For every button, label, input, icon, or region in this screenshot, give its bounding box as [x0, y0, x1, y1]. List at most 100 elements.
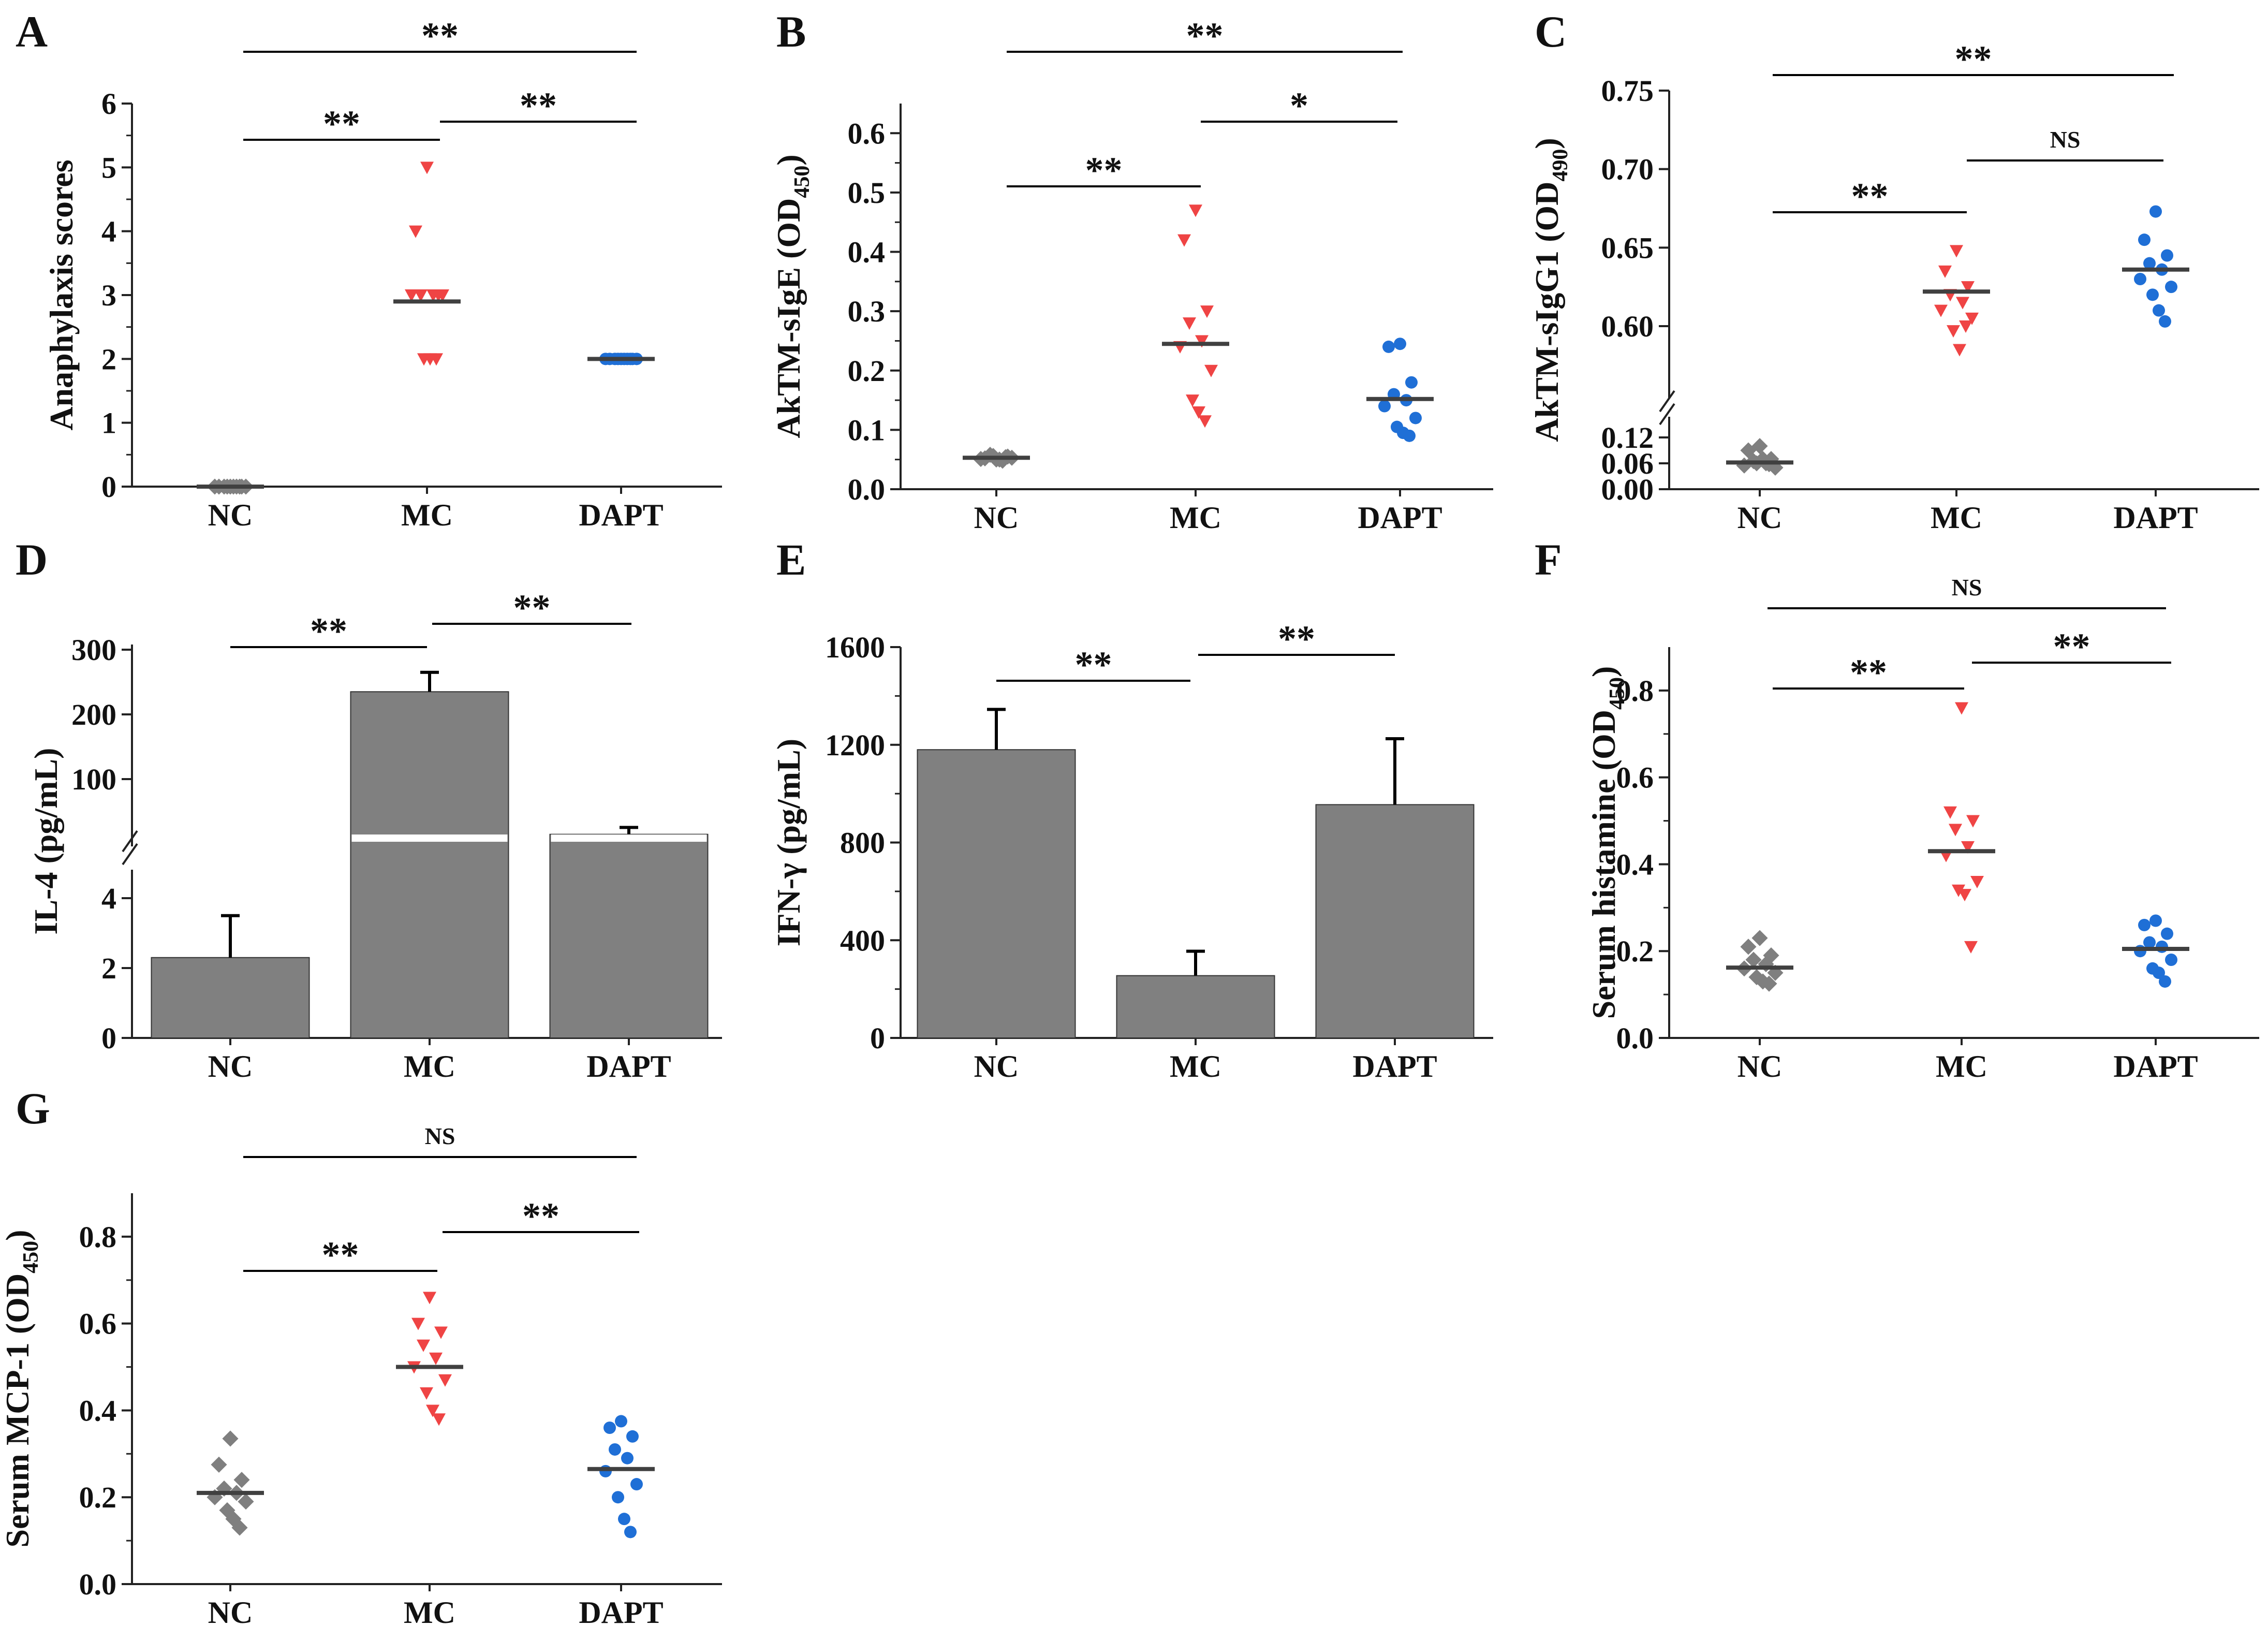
- panel-g-y-label: Serum MCP-1 (OD450): [0, 1230, 43, 1548]
- panel-g-y-tick-label: 0.2: [79, 1481, 117, 1514]
- panel-b-x-tick-label: DAPT: [1358, 501, 1442, 535]
- panel-f-significance-label: NS: [1952, 574, 1982, 601]
- panel-e-bar: [1116, 975, 1275, 1038]
- panel-e-x-tick-label: NC: [974, 1049, 1019, 1083]
- panel-b-point-dapt: [1394, 338, 1406, 350]
- panel-a-point-mc: [436, 289, 449, 302]
- panel-b-y-tick-label: 0.4: [848, 236, 886, 269]
- panel-c-x-tick-label: DAPT: [2113, 501, 2198, 535]
- panel-g-y-tick-label: 0.0: [79, 1568, 117, 1601]
- panel-f-y-tick-label: 0.8: [1616, 674, 1654, 708]
- panel-g-point-nc: [231, 1519, 248, 1536]
- panel-f-point-dapt: [2138, 918, 2151, 931]
- panel-b-point-mc: [1183, 317, 1196, 330]
- panel-e-bar: [917, 749, 1076, 1038]
- panel-c-label: C: [1535, 7, 1567, 56]
- panel-b-point-mc: [1192, 406, 1205, 419]
- panel-g-point-nc: [238, 1493, 254, 1510]
- panel-d-y-tick-label: 200: [71, 698, 116, 731]
- panel-b-label: B: [776, 7, 806, 56]
- panel-e-label: E: [776, 535, 806, 584]
- panel-c-point-mc: [1938, 265, 1952, 278]
- panel-f-point-mc: [1966, 815, 1980, 828]
- panel-a-y-tick-label: 1: [101, 406, 116, 440]
- panel-g-y-tick-label: 0.8: [79, 1220, 117, 1254]
- panel-d-significance-label: **: [310, 610, 347, 652]
- panel-b-point-mc: [1195, 335, 1209, 348]
- panel-g-significance-label: NS: [425, 1123, 455, 1149]
- panel-c-x-tick-label: MC: [1931, 501, 1982, 535]
- panel-f-y-tick-label: 0.0: [1616, 1021, 1654, 1055]
- panel-g-point-dapt: [615, 1415, 627, 1428]
- panel-e-y-label: IFN-γ (pg/mL): [770, 739, 807, 946]
- panel-b-y-tick-label: 0.5: [848, 176, 886, 210]
- panel-f-x-tick-label: DAPT: [2113, 1049, 2198, 1083]
- panel-b-point-mc: [1198, 415, 1212, 428]
- panel-e-bar: [1315, 804, 1475, 1038]
- panel-f-x-tick-label: NC: [1737, 1049, 1783, 1083]
- panel-g-label: G: [16, 1083, 50, 1133]
- panel-g-y-tick-label: 0.6: [79, 1307, 117, 1341]
- panel-b-x-tick-label: NC: [974, 501, 1019, 535]
- panel-a-x-tick-label: MC: [401, 498, 453, 532]
- panel-e-y-tick-label: 1600: [825, 631, 885, 664]
- panel-a-point-mc: [420, 162, 434, 174]
- panel-a-point-mc: [414, 289, 428, 302]
- panel-a-significance-label: **: [323, 103, 360, 144]
- panel-c-significance-label: **: [1851, 175, 1889, 217]
- panel-c-y-label: AkTM-sIgG1 (OD490): [1528, 138, 1572, 442]
- panel-c-y-tick-label: 0.60: [1601, 310, 1654, 343]
- panel-g-point-mc: [411, 1317, 425, 1330]
- panel-g-point-dapt: [609, 1443, 621, 1456]
- panel-g-x-tick-label: MC: [404, 1595, 455, 1630]
- panel-g-point-dapt: [621, 1452, 634, 1465]
- panel-f-label: F: [1535, 535, 1562, 584]
- panel-b-significance-label: **: [1186, 15, 1224, 56]
- panel-b-point-dapt: [1409, 412, 1422, 424]
- panel-a-y-tick-label: 6: [101, 87, 116, 121]
- panel-c-point-mc: [1947, 325, 1960, 338]
- panel-g-point-dapt: [612, 1491, 624, 1504]
- panel-f-point-dapt: [2156, 940, 2168, 953]
- panel-e-y-tick-label: 400: [840, 924, 885, 957]
- panel-g-point-dapt: [603, 1422, 616, 1434]
- panel-c-point-dapt: [2161, 249, 2173, 262]
- panel-c-axis-break-mark: [1659, 390, 1675, 413]
- panel-b-point-dapt: [1405, 376, 1418, 389]
- panel-f-y-label: Serum histamine (OD450): [1585, 666, 1629, 1019]
- panel-b-y-tick-label: 0.0: [848, 473, 886, 506]
- panel-g-point-mc: [438, 1374, 452, 1387]
- panel-c-y-tick-label: 0.70: [1601, 153, 1654, 186]
- panel-d-bar: [350, 691, 509, 1038]
- panel-b-point-mc: [1189, 204, 1202, 217]
- panel-d-bar-break: [351, 834, 508, 842]
- panel-a-significance-label: **: [520, 85, 557, 126]
- panel-b-x-tick-label: MC: [1170, 501, 1221, 535]
- panel-e-x-tick-label: DAPT: [1352, 1049, 1437, 1083]
- panel-b-significance-label: **: [1085, 150, 1123, 191]
- panel-f-y-tick-label: 0.4: [1616, 847, 1654, 881]
- panel-f-y-tick-label: 0.6: [1616, 761, 1654, 795]
- panel-d-bar: [549, 833, 709, 1038]
- panel-d-y-label: IL-4 (pg/mL): [27, 748, 64, 935]
- panel-g-point-mc: [420, 1387, 433, 1400]
- panel-a-point-mc: [426, 289, 440, 302]
- panel-b-y-tick-label: 0.3: [848, 295, 886, 328]
- panel-c-y-tick-label: 0.65: [1601, 231, 1654, 265]
- panel-d-x-tick-label: NC: [208, 1049, 253, 1083]
- panel-g-point-mc: [429, 1352, 443, 1365]
- panel-d-y-tick-label: 100: [71, 763, 116, 796]
- panel-f-point-mc: [1958, 889, 1971, 902]
- panel-b-point-dapt: [1382, 340, 1395, 353]
- panel-f-point-dapt: [2143, 936, 2156, 949]
- panel-a-y-tick-label: 2: [101, 342, 116, 376]
- panel-d-x-tick-label: MC: [404, 1049, 455, 1083]
- panel-c-point-dapt: [2153, 304, 2165, 317]
- panel-b-y-tick-label: 0.1: [848, 413, 886, 447]
- panel-c-significance-label: NS: [2050, 126, 2081, 153]
- panel-g-point-dapt: [626, 1430, 639, 1443]
- panel-f-point-dapt: [2153, 967, 2165, 979]
- panel-g-significance-label: **: [322, 1234, 359, 1276]
- panel-f-significance-label: **: [2053, 626, 2090, 667]
- panel-b-y-tick-label: 0.2: [848, 354, 886, 388]
